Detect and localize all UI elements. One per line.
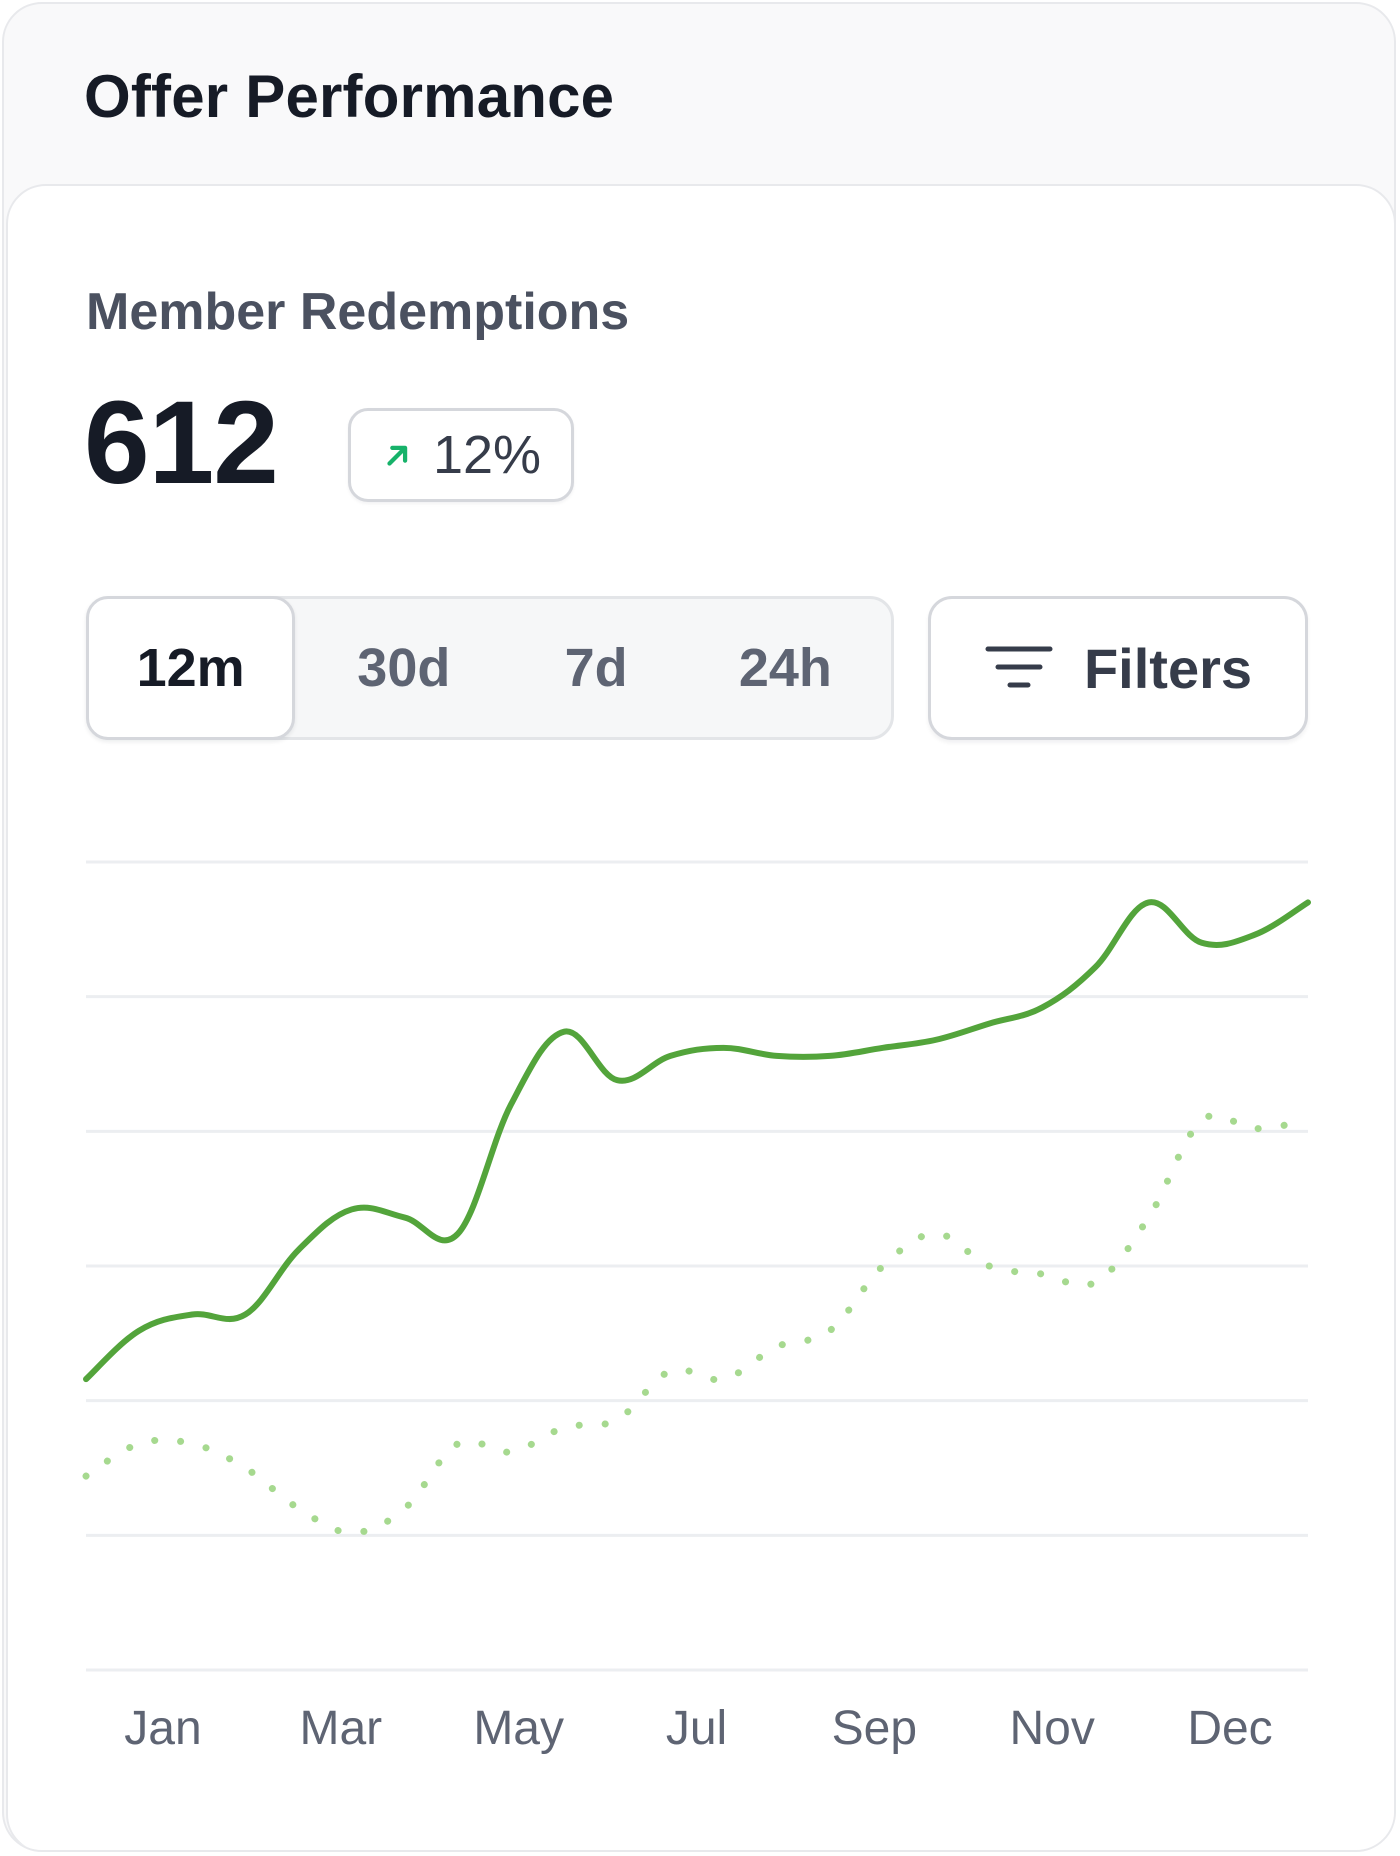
series-line-primary <box>83 899 1311 1383</box>
x-tick-label: Mar <box>299 1702 382 1755</box>
x-tick-label: May <box>473 1702 564 1755</box>
range-12m-button[interactable]: 12m <box>86 596 296 740</box>
x-tick-label: Jan <box>124 1702 201 1755</box>
x-tick-label: Sep <box>832 1702 917 1755</box>
metric-value: 612 <box>84 377 279 509</box>
x-tick-label: Jul <box>666 1702 727 1755</box>
range-7d-button[interactable]: 7d <box>564 638 628 698</box>
member-redemptions-panel: Member Redemptions 612 12% 12m 30d 7d 24… <box>6 184 1394 1850</box>
change-value: 12% <box>432 425 542 485</box>
change-badge: 12% <box>348 408 574 502</box>
x-tick-label: Dec <box>1187 1702 1272 1755</box>
arrow-up-right-icon <box>387 445 408 466</box>
filters-button[interactable]: Filters <box>928 596 1308 740</box>
time-range-selector: 12m 30d 7d 24h <box>86 596 894 740</box>
series-line-secondary <box>82 1111 1312 1537</box>
filter-lines-icon <box>985 646 1053 688</box>
card-title: Offer Performance <box>84 63 615 130</box>
range-30d-button[interactable]: 30d <box>357 638 451 698</box>
metric-label: Member Redemptions <box>86 283 630 341</box>
x-tick-label: Nov <box>1009 1702 1094 1755</box>
filters-label: Filters <box>1083 636 1253 700</box>
range-24h-button[interactable]: 24h <box>738 638 832 698</box>
